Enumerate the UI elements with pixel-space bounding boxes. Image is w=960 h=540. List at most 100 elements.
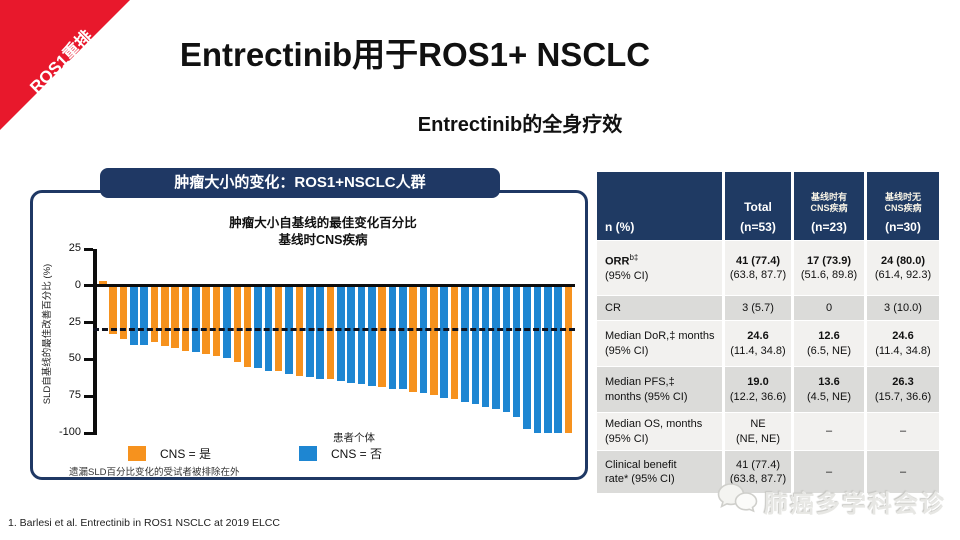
x-axis-label: 患者个体 <box>333 432 375 444</box>
y-tick <box>84 284 93 288</box>
waterfall-bar <box>140 285 148 345</box>
waterfall-bar <box>409 285 417 392</box>
waterfall-bar <box>533 285 542 433</box>
table-header-cell: Total (n=53) <box>725 172 791 240</box>
y-tick <box>84 321 93 325</box>
waterfall-bar <box>109 285 117 335</box>
y-tick-label: -100 <box>58 426 81 438</box>
plot-area: 25 0 25 50 75 -100 <box>59 242 585 438</box>
chart-title-line1: 肿瘤大小自基线的最佳变化百分比 <box>229 216 417 230</box>
waterfall-bar <box>161 285 169 347</box>
waterfall-bar <box>181 285 190 351</box>
waterfall-bar <box>326 285 335 379</box>
zero-line <box>93 284 575 288</box>
citation: 1. Barlesi et al. Entrectinib in ROS1 NS… <box>8 517 280 529</box>
waterfall-bar <box>471 285 480 404</box>
waterfall-bar <box>481 285 490 407</box>
table-cell: 13.6 (4.5, NE) <box>794 367 864 412</box>
waterfall-bar <box>99 281 107 286</box>
waterfall-bar <box>119 285 128 339</box>
table-cell: 17 (73.9) (51.6, 89.8) <box>794 241 864 295</box>
page-subtitle: Entrectinib的全身疗效 <box>417 114 623 136</box>
waterfall-bar <box>130 285 138 345</box>
y-tick-label: 50 <box>68 352 81 365</box>
waterfall-bar <box>492 285 500 410</box>
chart-footnote: 遗漏SLD百分比变化的受试者被排除在外 <box>69 467 240 478</box>
legend-label: CNS = 否 <box>331 447 383 461</box>
table-header-cell: 基线时有 CNS疾病 (n=23) <box>794 172 864 240</box>
table-header-cell: 基线时无 CNS疾病 (n=30) <box>867 172 939 240</box>
waterfall-bar <box>202 285 211 354</box>
waterfall-bar <box>450 285 459 400</box>
waterfall-bar <box>316 285 324 379</box>
waterfall-bar <box>388 285 397 389</box>
waterfall-bar <box>357 285 366 385</box>
page-title: Entrectinib用于ROS1+ NSCLC <box>179 36 651 73</box>
waterfall-bar <box>564 285 573 433</box>
y-tick <box>84 431 93 435</box>
waterfall-bar <box>543 285 552 433</box>
y-tick-label: 25 <box>68 242 81 254</box>
chart-panel-header: 肿瘤大小的变化：ROS1+NSCLC人群 <box>100 168 500 198</box>
table-cell: 24.6 (11.4, 34.8) <box>867 321 939 366</box>
waterfall-bar <box>523 285 531 429</box>
waterfall-bar <box>399 285 407 389</box>
chart-title-line2: 基线时CNS疾病 <box>278 232 368 247</box>
watermark: 肺癌多学科会诊 <box>716 482 946 521</box>
y-tick-label: 75 <box>68 389 81 402</box>
waterfall-bar <box>368 285 376 386</box>
table-cell: 26.3 (15.7, 36.6) <box>867 367 939 412</box>
table-cell: 12.6 (6.5, NE) <box>794 321 864 366</box>
table-cell: NE (NE, NE) <box>725 413 791 450</box>
waterfall-bar <box>192 285 200 353</box>
table-cell: 0 <box>794 296 864 320</box>
waterfall-bar <box>378 285 386 388</box>
response-threshold-line <box>93 328 575 332</box>
waterfall-bar <box>150 285 159 342</box>
table-cell: – <box>794 451 864 493</box>
chart-legend: CNS = 是 CNS = 否 <box>128 445 470 462</box>
legend-label: CNS = 是 <box>160 447 212 461</box>
y-tick-label: 25 <box>68 315 81 328</box>
table-cell: 24.6 (11.4, 34.8) <box>725 321 791 366</box>
y-tick <box>84 357 93 361</box>
waterfall-bar <box>212 285 221 357</box>
waterfall-bar <box>554 285 562 433</box>
table-row-label: Median DoR,‡ months (95% CI) <box>597 321 722 366</box>
legend-swatch <box>299 446 318 461</box>
table-header-cell: n (%) <box>597 172 722 240</box>
table-cell: 3 (10.0) <box>867 296 939 320</box>
waterfall-bar <box>440 285 449 398</box>
table-cell: – <box>867 451 939 493</box>
y-axis-label: SLD自基线的最佳改善百分比 (%) <box>42 263 53 405</box>
waterfall-bar <box>337 285 345 382</box>
table-cell: – <box>867 413 939 450</box>
waterfall-bar <box>502 285 511 413</box>
corner-ribbon <box>0 0 130 130</box>
table-row-label: Median OS, months (95% CI) <box>597 413 722 450</box>
waterfall-bar <box>512 285 521 417</box>
waterfall-bar <box>223 285 231 358</box>
efficacy-table: n (%) Total (n=53) 基线时有 CNS疾病 (n=23) 基线时无 CNS疾病… <box>597 172 939 493</box>
waterfall-bar <box>347 285 355 383</box>
waterfall-bar <box>233 285 242 363</box>
y-axis <box>93 249 97 435</box>
waterfall-bar <box>171 285 179 348</box>
y-tick-label: 0 <box>74 278 81 291</box>
table-row-label: Median PFS,‡ months (95% CI) <box>597 367 722 412</box>
legend-item: CNS = 否 <box>299 445 382 462</box>
waterfall-chart-panel: 肿瘤大小自基线的最佳变化百分比 基线时CNS疾病 25 0 25 50 75 -100 S… <box>30 190 588 480</box>
watermark-text: 肺癌多学科会诊 <box>764 491 946 518</box>
y-tick <box>84 394 93 398</box>
waterfall-bar <box>243 285 252 367</box>
chart-title: 肿瘤大小自基线的最佳变化百分比 基线时CNS疾病 <box>88 215 558 249</box>
waterfall-bar <box>254 285 262 369</box>
waterfall-bar <box>430 285 438 395</box>
table-row-label: CR <box>597 296 722 320</box>
waterfall-bars <box>99 249 575 433</box>
y-tick <box>84 247 93 251</box>
chat-bubbles-icon <box>716 482 758 521</box>
table-row-label: ORRb‡ (95% CI) <box>597 241 722 295</box>
waterfall-bar <box>461 285 469 403</box>
table-cell: 41 (77.4) (63.8, 87.7) <box>725 241 791 295</box>
